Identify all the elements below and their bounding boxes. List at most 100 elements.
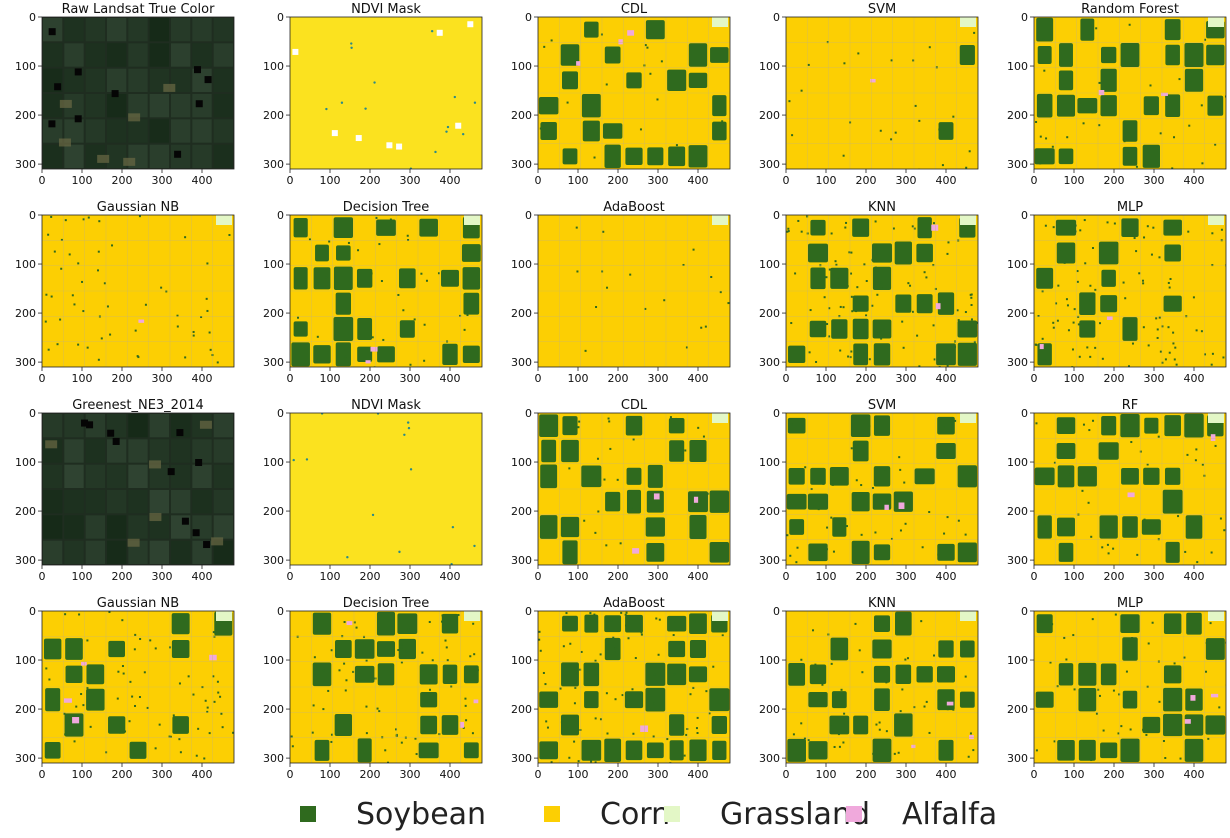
soybean-speck (850, 350, 853, 353)
panel-title: SVM (868, 2, 896, 17)
soybean-field (604, 637, 621, 661)
soybean-speck (546, 726, 549, 729)
soybean-speck (898, 456, 901, 459)
soybean-speck (75, 705, 78, 708)
soybean-field (809, 320, 827, 338)
alfalfa-patch (618, 39, 623, 45)
soybean-speck (371, 648, 374, 651)
soybean-speck (790, 423, 793, 426)
soybean-field (1163, 219, 1182, 236)
soybean-speck (136, 355, 139, 358)
soybean-speck (702, 435, 705, 438)
soybean-field (583, 662, 600, 687)
soybean-field (1164, 467, 1181, 485)
soybean-field (709, 490, 729, 513)
soybean-speck (1214, 143, 1217, 146)
ndvi-speck (451, 525, 455, 529)
soybean-field (852, 318, 869, 340)
soybean-speck (106, 305, 109, 308)
soybean-speck (578, 420, 581, 423)
x-tick-label: 100 (816, 768, 837, 781)
soybean-speck (550, 39, 553, 42)
ndvi-speck (346, 556, 349, 559)
soybean-field (560, 714, 580, 736)
panel-image (42, 215, 234, 367)
soybean-speck (428, 688, 431, 691)
y-tick-label: 0 (1021, 209, 1028, 222)
soybean-speck (692, 686, 695, 689)
x-tick-label: 100 (320, 174, 341, 187)
raw-field (128, 68, 148, 92)
x-tick-label: 100 (568, 372, 589, 385)
soybean-speck (616, 478, 619, 481)
soybean-speck (941, 164, 944, 167)
soybean-speck (943, 532, 946, 535)
raw-field (213, 464, 233, 488)
soybean-field (709, 688, 730, 712)
y-tick-label: 100 (263, 60, 284, 73)
soybean-speck (178, 738, 181, 741)
soybean-field (419, 218, 438, 237)
panel-title: RF (1122, 398, 1139, 413)
soybean-speck (619, 542, 622, 545)
soybean-field (1037, 515, 1052, 539)
soybean-speck (50, 295, 53, 298)
soybean-field (1184, 738, 1204, 762)
soybean-speck (312, 704, 315, 707)
soybean-speck (168, 735, 171, 738)
y-tick-label: 100 (759, 654, 780, 667)
soybean-speck (707, 492, 710, 495)
soybean-speck (868, 425, 871, 428)
soybean-field (1164, 19, 1181, 41)
soybean-speck (59, 318, 62, 321)
x-tick-label: 200 (1104, 570, 1125, 583)
panel-image (290, 215, 482, 367)
alfalfa-patch (870, 78, 876, 83)
soybean-speck (817, 508, 820, 511)
soybean-speck (610, 619, 613, 622)
soybean-field (830, 637, 849, 661)
soybean-speck (344, 349, 347, 352)
soybean-speck (689, 693, 692, 696)
soybean-field (357, 346, 373, 363)
raw-field (107, 43, 127, 67)
soybean-field (959, 44, 975, 66)
soybean-field (334, 714, 353, 736)
soybean-speck (1039, 162, 1042, 165)
soybean-speck (330, 733, 333, 736)
soybean-speck (649, 72, 652, 75)
soybean-field (831, 691, 847, 709)
soybean-speck (885, 730, 888, 733)
soybean-speck (1037, 354, 1040, 357)
raw-field (64, 490, 84, 514)
soybean-field (562, 148, 578, 165)
soybean-speck (448, 673, 451, 676)
soybean-speck (573, 740, 576, 743)
soybean-speck (1155, 317, 1158, 320)
soybean-field (1101, 46, 1117, 64)
soybean-field (1165, 44, 1180, 66)
soybean-speck (414, 737, 417, 740)
soybean-speck (68, 253, 71, 256)
soybean-speck (902, 346, 905, 349)
soybean-speck (464, 697, 467, 700)
soybean-speck (593, 613, 596, 616)
y-tick-label: 0 (525, 209, 532, 222)
soybean-speck (890, 59, 893, 62)
ndvi-speck (305, 458, 309, 461)
raw-field (213, 540, 233, 564)
soybean-speck (71, 294, 74, 297)
raw-field (192, 119, 212, 143)
x-tick-label: 200 (1104, 768, 1125, 781)
soybean-speck (566, 101, 569, 104)
soybean-speck (1159, 350, 1162, 353)
soybean-speck (111, 244, 114, 247)
soybean-speck (933, 654, 936, 657)
soybean-speck (1135, 250, 1138, 253)
soybean-speck (1222, 356, 1225, 359)
soybean-speck (1221, 730, 1224, 733)
soybean-speck (916, 334, 919, 337)
soybean-speck (566, 725, 569, 728)
soybean-speck (565, 612, 568, 615)
